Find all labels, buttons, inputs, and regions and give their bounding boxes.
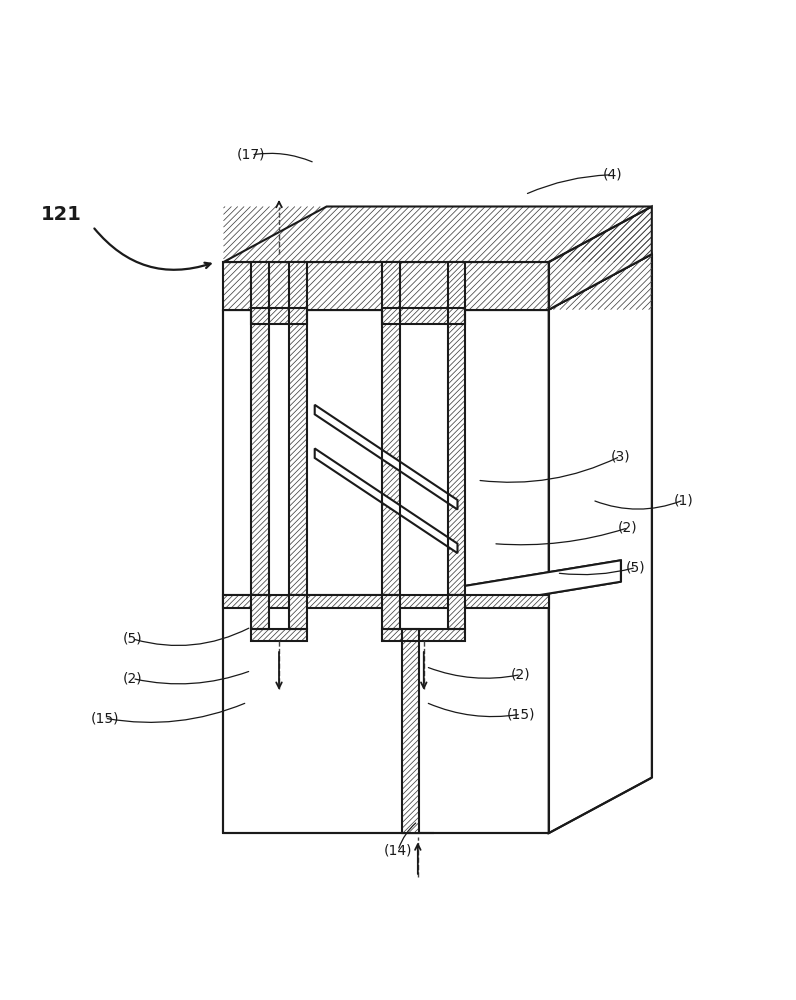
Polygon shape — [224, 207, 652, 262]
Polygon shape — [224, 262, 548, 310]
Polygon shape — [382, 308, 466, 324]
Polygon shape — [289, 595, 306, 629]
Polygon shape — [382, 629, 466, 641]
Polygon shape — [314, 405, 458, 510]
Polygon shape — [252, 595, 269, 629]
Polygon shape — [314, 448, 458, 553]
Polygon shape — [452, 560, 621, 609]
Polygon shape — [402, 629, 419, 833]
Polygon shape — [448, 262, 466, 595]
Text: (2): (2) — [123, 671, 142, 685]
Text: (2): (2) — [618, 521, 638, 535]
Text: (5): (5) — [123, 632, 142, 646]
Polygon shape — [548, 207, 652, 310]
Polygon shape — [252, 308, 306, 324]
Polygon shape — [224, 595, 548, 608]
Text: (14): (14) — [384, 844, 412, 858]
Polygon shape — [548, 254, 652, 833]
Text: (5): (5) — [626, 560, 646, 574]
Text: (17): (17) — [237, 148, 266, 162]
Polygon shape — [252, 629, 306, 641]
Polygon shape — [224, 254, 652, 310]
Text: 121: 121 — [41, 205, 81, 224]
Text: (15): (15) — [507, 707, 535, 721]
Text: (15): (15) — [90, 711, 119, 725]
Text: (2): (2) — [511, 668, 531, 682]
Text: (4): (4) — [603, 168, 622, 182]
Polygon shape — [252, 262, 269, 595]
Polygon shape — [224, 310, 548, 833]
Polygon shape — [382, 262, 400, 595]
Polygon shape — [448, 595, 466, 629]
Text: (3): (3) — [611, 449, 630, 463]
Text: (1): (1) — [673, 493, 693, 507]
Polygon shape — [289, 262, 306, 595]
Polygon shape — [382, 595, 400, 629]
